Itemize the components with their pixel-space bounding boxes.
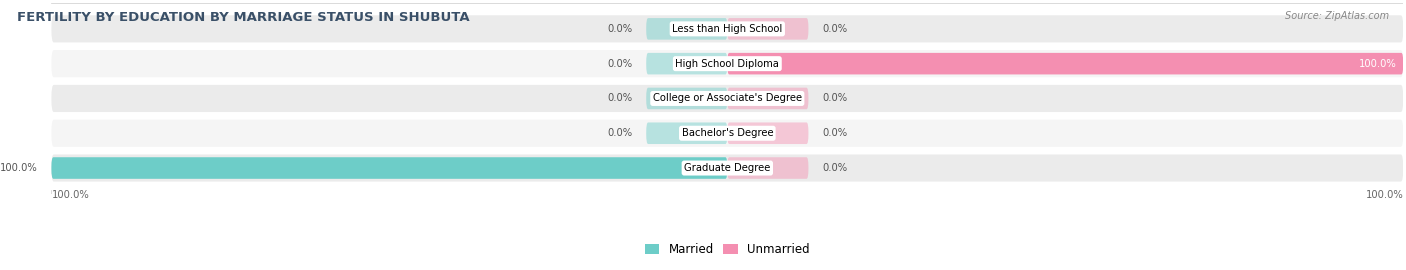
Text: Bachelor's Degree: Bachelor's Degree xyxy=(682,128,773,138)
Text: 0.0%: 0.0% xyxy=(823,163,846,173)
FancyBboxPatch shape xyxy=(52,154,1403,182)
Text: 0.0%: 0.0% xyxy=(607,128,633,138)
Text: 100.0%: 100.0% xyxy=(52,190,89,200)
FancyBboxPatch shape xyxy=(52,85,1403,112)
FancyBboxPatch shape xyxy=(52,50,1403,77)
Text: 0.0%: 0.0% xyxy=(607,59,633,69)
FancyBboxPatch shape xyxy=(647,123,727,144)
Text: 0.0%: 0.0% xyxy=(823,128,846,138)
Text: High School Diploma: High School Diploma xyxy=(675,59,779,69)
FancyBboxPatch shape xyxy=(647,88,727,109)
FancyBboxPatch shape xyxy=(647,53,727,75)
Legend: Married, Unmarried: Married, Unmarried xyxy=(640,238,814,261)
Text: Source: ZipAtlas.com: Source: ZipAtlas.com xyxy=(1285,11,1389,21)
Text: 100.0%: 100.0% xyxy=(1358,59,1396,69)
FancyBboxPatch shape xyxy=(727,123,808,144)
FancyBboxPatch shape xyxy=(52,157,727,179)
FancyBboxPatch shape xyxy=(727,157,808,179)
Text: Less than High School: Less than High School xyxy=(672,24,783,34)
FancyBboxPatch shape xyxy=(727,88,808,109)
Text: 0.0%: 0.0% xyxy=(607,93,633,103)
FancyBboxPatch shape xyxy=(52,120,1403,147)
Text: 100.0%: 100.0% xyxy=(1365,190,1403,200)
FancyBboxPatch shape xyxy=(52,15,1403,42)
FancyBboxPatch shape xyxy=(727,53,1403,75)
Text: 0.0%: 0.0% xyxy=(823,93,846,103)
Text: 100.0%: 100.0% xyxy=(0,163,38,173)
Text: 0.0%: 0.0% xyxy=(607,24,633,34)
Text: FERTILITY BY EDUCATION BY MARRIAGE STATUS IN SHUBUTA: FERTILITY BY EDUCATION BY MARRIAGE STATU… xyxy=(17,11,470,24)
Text: College or Associate's Degree: College or Associate's Degree xyxy=(652,93,801,103)
Text: 0.0%: 0.0% xyxy=(823,24,846,34)
FancyBboxPatch shape xyxy=(647,18,727,40)
Text: Graduate Degree: Graduate Degree xyxy=(685,163,770,173)
FancyBboxPatch shape xyxy=(727,18,808,40)
